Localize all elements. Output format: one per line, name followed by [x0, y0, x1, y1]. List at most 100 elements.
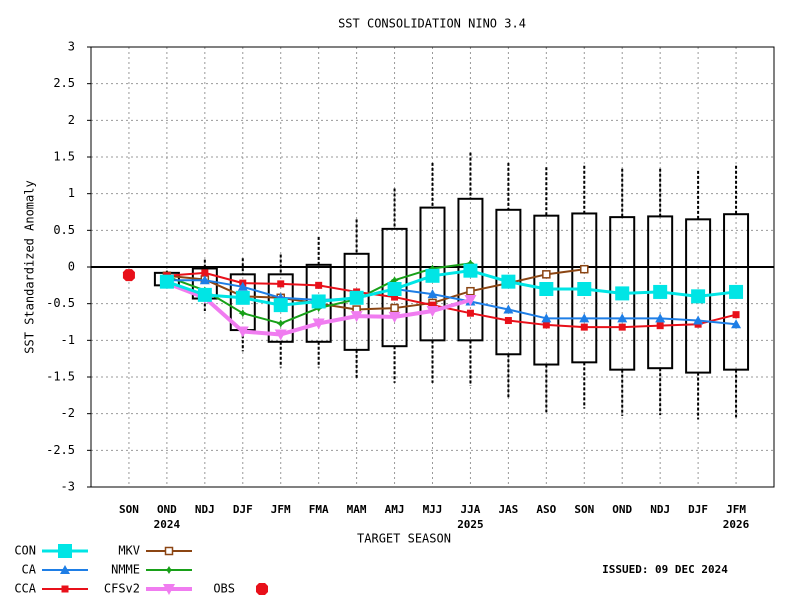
legend-label: CA [22, 563, 37, 577]
legend-label: CFSv2 [104, 582, 140, 596]
y-tick-label: 3 [68, 40, 75, 54]
y-tick-label: 2.5 [53, 76, 75, 90]
series-line [166, 269, 737, 307]
marker [238, 309, 247, 318]
marker [312, 318, 325, 330]
y-axis-label: SST Standardized Anomaly [23, 180, 37, 353]
marker [277, 280, 285, 288]
marker [390, 276, 399, 285]
marker [199, 275, 210, 285]
legend-item: CA [22, 563, 88, 577]
x-year-label: 2024 [154, 518, 181, 531]
x-tick-label: OND [612, 503, 632, 516]
y-tick-label: -1 [61, 333, 75, 347]
marker [237, 281, 248, 291]
marker [61, 585, 69, 593]
x-tick-label: MAM [347, 503, 367, 516]
x-tick-label: NDJ [650, 503, 670, 516]
marker [615, 286, 630, 301]
marker [165, 566, 173, 574]
ensemble-box [457, 197, 484, 342]
x-tick-label: JJA [461, 503, 481, 516]
marker [425, 268, 440, 283]
x-tick-label: AMJ [385, 503, 405, 516]
marker [274, 329, 287, 341]
marker [350, 311, 363, 323]
marker [235, 290, 250, 305]
ensemble-box [495, 208, 522, 356]
marker [579, 313, 590, 323]
marker [729, 284, 744, 299]
marker [501, 274, 516, 289]
legend-label: CON [14, 544, 36, 558]
marker [653, 284, 668, 299]
y-tick-label: 1.5 [53, 150, 75, 164]
x-tick-label: SON [574, 503, 594, 516]
marker [427, 289, 438, 299]
marker [466, 286, 475, 296]
marker [542, 321, 550, 329]
issued-date: ISSUED: 09 DEC 2024 [602, 563, 728, 576]
marker [656, 322, 664, 330]
marker [273, 298, 288, 313]
x-axis-label: TARGET SEASON [357, 532, 451, 546]
marker [388, 311, 401, 323]
marker [58, 544, 72, 558]
marker [276, 319, 285, 328]
x-tick-label: ASO [536, 503, 556, 516]
marker [426, 306, 439, 317]
x-tick-label: DJF [688, 503, 708, 516]
marker [693, 315, 704, 325]
marker [122, 269, 135, 282]
y-tick-label: -3 [61, 480, 75, 494]
legend-label: CCA [14, 582, 36, 596]
y-tick-label: 1 [68, 186, 75, 200]
marker [731, 319, 742, 329]
y-tick-label: -0.5 [46, 296, 75, 310]
y-tick-label: 2 [68, 113, 75, 127]
marker [466, 309, 474, 317]
ensemble-box [381, 227, 408, 348]
y-tick-label: 0.5 [53, 223, 75, 237]
marker [256, 583, 268, 595]
marker [542, 270, 551, 279]
x-tick-label: MJJ [423, 503, 443, 516]
marker [541, 313, 552, 323]
legend-item: CCA [14, 582, 88, 596]
marker [163, 584, 175, 595]
y-tick-label: 0 [68, 260, 75, 274]
marker [539, 282, 554, 296]
marker [577, 282, 592, 296]
marker [463, 263, 478, 278]
marker [315, 281, 323, 289]
marker [387, 282, 402, 296]
marker [428, 264, 437, 273]
legend-label: MKV [118, 544, 140, 558]
legend-item: NMME [111, 563, 192, 577]
legend-label: OBS [213, 582, 235, 596]
series-line [166, 279, 737, 326]
x-tick-label: SON [119, 503, 139, 516]
marker [349, 290, 364, 305]
marker [691, 289, 706, 304]
ensemble-box [267, 273, 294, 343]
chart-title: SST CONSOLIDATION NINO 3.4 [338, 17, 526, 31]
marker [655, 313, 666, 323]
series-line [166, 271, 737, 329]
legend-item: OBS [213, 582, 268, 596]
marker [429, 301, 436, 309]
x-tick-label: FMA [309, 503, 329, 516]
x-tick-label: NDJ [195, 503, 215, 516]
marker [159, 274, 174, 289]
marker [464, 295, 477, 306]
marker [503, 304, 514, 314]
y-tick-label: -2 [61, 406, 75, 420]
legend-label: NMME [111, 563, 140, 577]
marker [466, 259, 475, 268]
x-tick-label: DJF [233, 503, 253, 516]
x-tick-label: JAS [498, 503, 518, 516]
legend-item: MKV [118, 544, 192, 558]
marker [60, 565, 70, 574]
marker [617, 313, 628, 323]
